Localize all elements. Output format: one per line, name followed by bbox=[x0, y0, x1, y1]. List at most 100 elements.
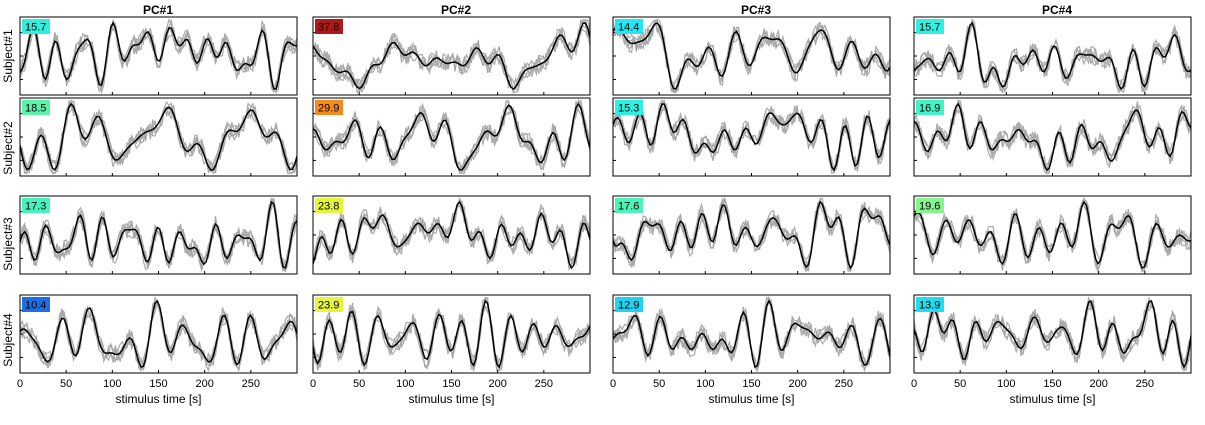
column-title-pc2: PC#2 bbox=[441, 3, 471, 17]
run-line-5 bbox=[20, 21, 297, 93]
panel-frame bbox=[19, 195, 298, 275]
run-line-5 bbox=[20, 300, 297, 373]
run-line-4 bbox=[613, 19, 890, 93]
panel-r4-c4: 13.9 bbox=[913, 294, 1192, 374]
panel-r1-c1: 15.7 bbox=[19, 16, 298, 96]
run-line-5 bbox=[613, 19, 890, 94]
panel-r3-c3: 17.6 bbox=[612, 195, 891, 275]
row-labels: Subject#1 Subject#2 Subject#3 Subject#4 bbox=[1, 29, 15, 367]
mean-line bbox=[914, 102, 1191, 172]
row-label-subject4: Subject#4 bbox=[1, 313, 15, 367]
run-line-4 bbox=[20, 197, 297, 273]
mean-line bbox=[613, 22, 890, 90]
column-titles: PC#1 PC#2 PC#3 PC#4 bbox=[143, 3, 1072, 17]
value-badge bbox=[916, 100, 944, 115]
run-line-2 bbox=[613, 18, 890, 93]
x-axis-label: stimulus time [s] bbox=[708, 392, 794, 406]
mean-line bbox=[613, 103, 890, 172]
panel-r3-c1: 17.3 bbox=[19, 195, 298, 275]
run-line-5 bbox=[313, 198, 590, 267]
x-tick-label: 150 bbox=[1043, 378, 1061, 390]
x-axis-col2: 0 50 100 150 200 250 stimulus time [s] bbox=[310, 378, 553, 406]
row-label-subject1: Subject#1 bbox=[1, 29, 15, 83]
value-badge-label: 29.9 bbox=[318, 103, 339, 115]
value-badge bbox=[22, 19, 50, 34]
run-line-1 bbox=[914, 19, 1191, 93]
mean-line bbox=[613, 200, 890, 270]
panel-r2-c3: 15.3 bbox=[612, 97, 891, 177]
run-line-5 bbox=[914, 196, 1191, 270]
value-badge bbox=[315, 297, 343, 312]
column-title-pc3: PC#3 bbox=[741, 3, 771, 17]
row-label-subject2: Subject#2 bbox=[1, 121, 15, 175]
x-axis-label: stimulus time [s] bbox=[115, 392, 201, 406]
mean-line bbox=[914, 200, 1191, 270]
panel-r4-c2: 23.9 bbox=[312, 294, 591, 374]
panel-r1-c3: 14.4 bbox=[612, 16, 891, 96]
value-badge-label: 23.9 bbox=[318, 300, 339, 312]
panel-r4-c1: 10.4 bbox=[19, 294, 298, 374]
run-line-5 bbox=[20, 198, 297, 273]
x-tick-label: 200 bbox=[195, 378, 213, 390]
value-badge-label: 37.8 bbox=[318, 22, 339, 34]
mean-line bbox=[20, 299, 297, 368]
mean-line bbox=[613, 299, 890, 369]
mean-line bbox=[20, 102, 297, 171]
panel-r3-c2: 23.8 bbox=[312, 195, 591, 275]
panel-frame bbox=[612, 16, 891, 96]
x-axis-label: stimulus time [s] bbox=[408, 392, 494, 406]
run-line-2 bbox=[20, 197, 297, 273]
value-badge bbox=[615, 100, 643, 115]
value-badge-label: 16.9 bbox=[919, 103, 940, 115]
x-tick-label: 250 bbox=[535, 378, 553, 390]
x-tick-label: 50 bbox=[60, 378, 72, 390]
row-label-subject3: Subject#3 bbox=[1, 217, 15, 271]
x-tick-label: 50 bbox=[954, 378, 966, 390]
value-badge bbox=[22, 100, 50, 115]
run-line-5 bbox=[20, 100, 297, 174]
value-badge-label: 23.8 bbox=[318, 201, 339, 213]
panel-r2-c2: 29.9 bbox=[312, 97, 591, 177]
x-tick-label: 50 bbox=[353, 378, 365, 390]
column-title-pc1: PC#1 bbox=[143, 3, 173, 17]
value-badge bbox=[22, 198, 50, 213]
value-badge bbox=[916, 19, 944, 34]
value-badge-label: 15.3 bbox=[618, 103, 639, 115]
x-tick-label: 150 bbox=[442, 378, 460, 390]
x-tick-label: 50 bbox=[653, 378, 665, 390]
run-line-3 bbox=[914, 19, 1191, 94]
panel-r3-c4: 19.6 bbox=[913, 195, 1192, 275]
panel-r1-c2: 37.8 bbox=[312, 16, 591, 96]
mean-line bbox=[313, 102, 590, 171]
panel-frame bbox=[913, 16, 1192, 96]
value-badge bbox=[916, 198, 944, 213]
run-line-1 bbox=[613, 18, 890, 93]
x-tick-label: 250 bbox=[1136, 378, 1154, 390]
x-tick-label: 200 bbox=[488, 378, 506, 390]
value-badge-label: 17.3 bbox=[25, 201, 46, 213]
value-badge bbox=[916, 297, 944, 312]
panel-r2-c4: 16.9 bbox=[913, 97, 1192, 177]
panels: 15.7 37.8 14.4 15.7 18.5 29.9 15.3 16.9 17.3 23.8… bbox=[19, 16, 1192, 374]
value-badge bbox=[615, 19, 643, 34]
run-line-5 bbox=[313, 98, 590, 175]
x-tick-label: 200 bbox=[788, 378, 806, 390]
value-badge bbox=[315, 100, 343, 115]
x-tick-label: 100 bbox=[997, 378, 1015, 390]
x-axis-col3: 0 50 100 150 200 250 stimulus time [s] bbox=[610, 378, 853, 406]
mean-line bbox=[20, 200, 297, 270]
value-badge-label: 15.7 bbox=[919, 22, 940, 34]
run-line-1 bbox=[313, 296, 590, 372]
value-badge bbox=[615, 198, 643, 213]
x-tick-label: 0 bbox=[610, 378, 616, 390]
value-badge bbox=[22, 297, 50, 312]
value-badge-label: 10.4 bbox=[25, 300, 46, 312]
x-axis-col4: 0 50 100 150 200 250 stimulus time [s] bbox=[911, 378, 1154, 406]
mean-line bbox=[20, 21, 297, 90]
x-tick-label: 200 bbox=[1089, 378, 1107, 390]
panel-r2-c1: 18.5 bbox=[19, 97, 298, 177]
run-line-3 bbox=[613, 19, 890, 93]
run-line-1 bbox=[20, 200, 297, 272]
x-tick-label: 100 bbox=[396, 378, 414, 390]
